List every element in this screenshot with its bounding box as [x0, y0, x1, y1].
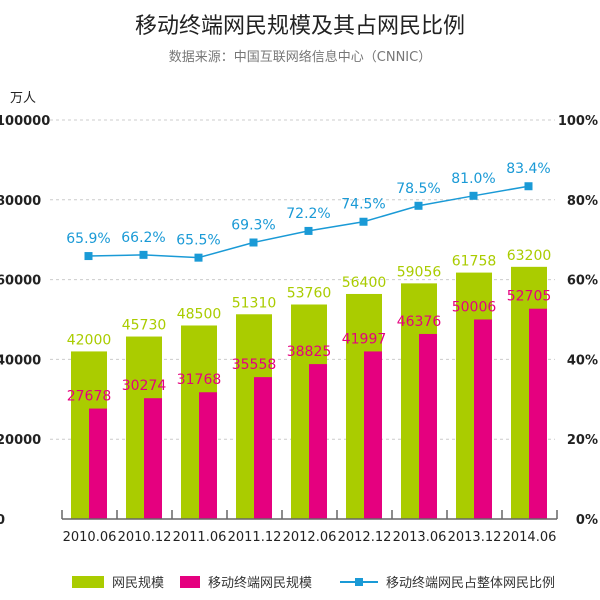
bar-mobile: [364, 351, 382, 519]
bar-mobile: [89, 408, 107, 519]
legend-label: 移动终端网民规模: [208, 576, 313, 591]
ratio-label: 65.9%: [66, 231, 110, 247]
bar-total-label: 56400: [342, 275, 387, 291]
legend-label: 网民规模: [112, 576, 165, 591]
ratio-marker: [84, 252, 93, 261]
ratio-line: [88, 185, 529, 259]
bar-total-label: 42000: [67, 332, 112, 348]
y-right-tick-label: 60%: [567, 274, 598, 289]
legend-swatch-green: [72, 575, 104, 588]
y-right-tick-label: 100%: [558, 114, 598, 129]
y-right-tick-label: 80%: [567, 194, 598, 209]
ratio-label: 83.4%: [506, 161, 550, 177]
legend-swatch-pink: [180, 575, 200, 588]
x-tick-label: 2013.06: [393, 530, 447, 545]
x-tick-label: 2012.06: [283, 530, 337, 545]
y-right-tick-label: 0%: [576, 513, 598, 528]
ratio-label: 69.3%: [231, 217, 275, 233]
ratio-marker: [139, 250, 148, 259]
ratio-label: 65.5%: [176, 233, 220, 249]
y-left-tick-label: 20000: [0, 433, 41, 448]
y-left-tick-label: 40000: [0, 353, 41, 368]
bar-mobile: [419, 333, 437, 519]
bar-mobile: [529, 308, 547, 519]
ratio-label: 74.5%: [341, 197, 385, 213]
x-tick-label: 2013.12: [448, 530, 502, 545]
ratio-marker: [524, 182, 533, 191]
ratio-marker: [304, 226, 313, 235]
ratio-marker: [414, 201, 423, 210]
legend-item-total: 网民规模: [72, 572, 164, 591]
bar-mobile: [309, 364, 327, 519]
y-right-tick-label: 20%: [567, 433, 598, 448]
y-left-tick-label: 60000: [0, 274, 41, 289]
bar-mobile: [254, 377, 272, 519]
ratio-label: 81.0%: [451, 171, 495, 187]
bar-mobile: [144, 398, 162, 519]
ratio-marker: [469, 191, 478, 200]
bar-total-label: 61758: [452, 254, 497, 270]
bar-mobile-label: 41997: [342, 331, 387, 347]
legend-item-mobile: 移动终端网民规模: [180, 572, 312, 591]
ratio-label: 78.5%: [396, 181, 440, 197]
x-tick-label: 2011.12: [228, 530, 282, 545]
legend-label: 移动终端网民占整体网民比例: [386, 576, 556, 591]
bar-total-label: 48500: [177, 306, 222, 322]
bar-mobile-label: 46376: [397, 314, 442, 330]
legend-item-ratio: 移动终端网民占整体网民比例: [340, 572, 555, 591]
ratio-marker: [194, 253, 203, 262]
bar-mobile: [199, 392, 217, 519]
bar-mobile-label: 50006: [452, 299, 497, 315]
bar-total-label: 51310: [232, 295, 277, 311]
y-axis-unit: 万人: [10, 91, 37, 106]
bar-mobile-label: 35558: [232, 357, 277, 373]
legend-line-marker: [340, 576, 378, 588]
bar-total-label: 59056: [397, 264, 442, 280]
y-left-tick-label: 0: [0, 513, 5, 528]
chart-title: 移动终端网民规模及其占网民比例: [134, 14, 465, 39]
bar-mobile: [474, 319, 492, 519]
x-tick-label: 2010.06: [63, 530, 117, 545]
ratio-marker: [249, 238, 258, 247]
y-left-tick-label: 100000: [0, 114, 50, 129]
y-left-tick-label: 80000: [0, 194, 41, 209]
y-right-tick-label: 40%: [567, 353, 598, 368]
bar-mobile-label: 52705: [507, 289, 552, 305]
ratio-marker: [359, 217, 368, 226]
x-tick-label: 2014.06: [503, 530, 557, 545]
bar-total-label: 53760: [287, 285, 332, 301]
x-tick-label: 2012.12: [338, 530, 392, 545]
bar-total-label: 63200: [507, 248, 552, 264]
ratio-label: 66.2%: [121, 230, 165, 246]
bar-mobile-label: 31768: [177, 372, 222, 388]
x-tick-label: 2010.12: [118, 530, 172, 545]
bar-total-label: 45730: [122, 318, 167, 334]
bar-mobile-label: 30274: [122, 378, 167, 394]
bar-mobile-label: 27678: [67, 389, 112, 405]
ratio-label: 72.2%: [286, 206, 330, 222]
x-tick-label: 2011.06: [173, 530, 227, 545]
bar-mobile-label: 38825: [287, 344, 332, 360]
chart-subtitle: 数据来源：中国互联网络信息中心（CNNIC）: [168, 50, 432, 65]
